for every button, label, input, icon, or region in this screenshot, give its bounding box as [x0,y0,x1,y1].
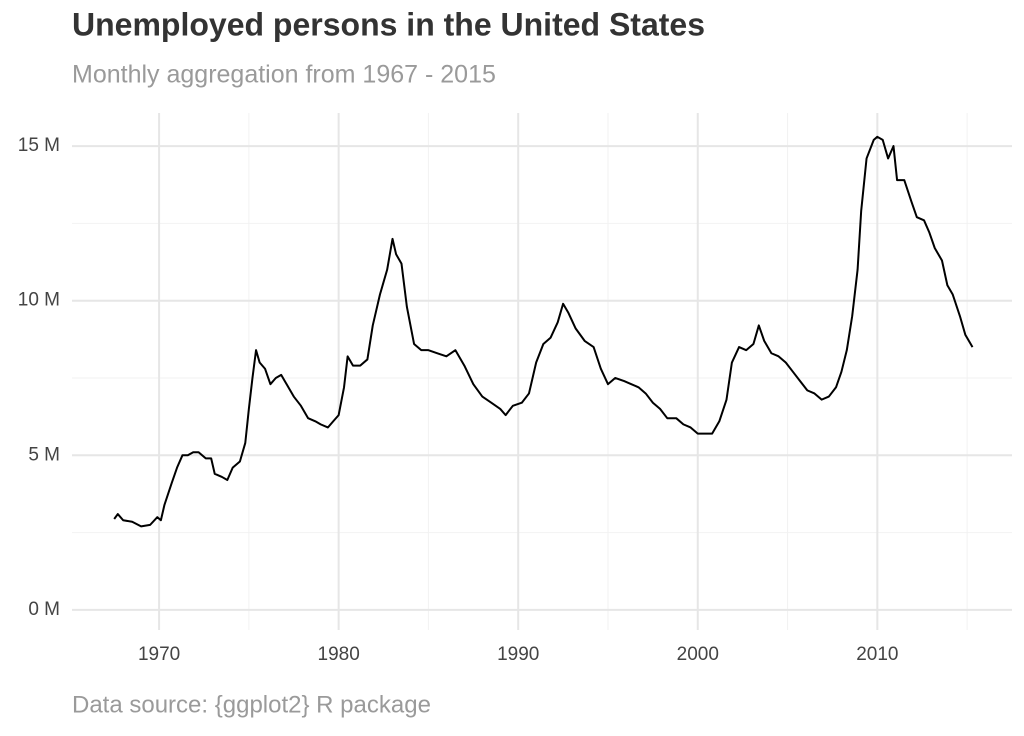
y-tick-label: 15 M [18,135,60,156]
x-tick-label: 2010 [856,644,898,665]
y-tick-label: 0 M [28,599,60,620]
y-tick-label: 10 M [18,290,60,311]
x-tick-label: 1970 [138,644,180,665]
x-tick-label: 1980 [318,644,360,665]
chart-title: Unemployed persons in the United States [72,6,705,42]
chart-caption: Data source: {ggplot2} R package [72,691,431,718]
x-tick-label: 1990 [497,644,539,665]
x-tick-label: 2000 [677,644,719,665]
y-tick-label: 5 M [28,444,60,465]
data-line [113,135,974,528]
chart-subtitle: Monthly aggregation from 1967 - 2015 [72,61,496,89]
